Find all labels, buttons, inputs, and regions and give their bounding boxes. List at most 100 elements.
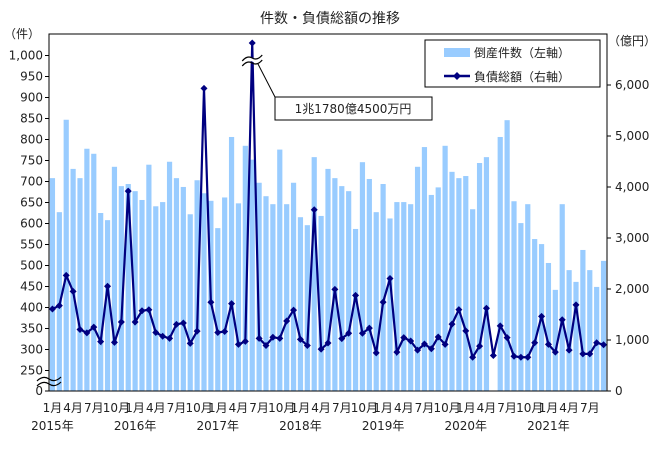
bar xyxy=(118,186,124,391)
bar xyxy=(401,202,407,391)
line-point xyxy=(476,342,484,350)
annotation-text: 1兆1780億4500万円 xyxy=(295,102,412,116)
chart-title: 件数・負債総額の推移 xyxy=(260,11,400,27)
line-point xyxy=(593,339,601,347)
bar xyxy=(559,204,565,391)
left-tick-label: 750 xyxy=(20,154,43,168)
x-year-label: 2020年 xyxy=(445,419,488,433)
line-point xyxy=(414,346,422,354)
bar xyxy=(408,204,414,391)
right-tick-label: 6,000 xyxy=(615,78,649,92)
bar xyxy=(366,178,372,391)
line-point xyxy=(166,334,174,342)
bar xyxy=(270,204,276,391)
bar xyxy=(476,163,483,391)
line-point xyxy=(152,329,160,337)
bar xyxy=(277,149,283,391)
bar xyxy=(228,136,235,391)
line-point xyxy=(193,327,201,335)
right-axis-unit: （億円） xyxy=(608,34,656,48)
annotation: 1兆1780億4500万円 xyxy=(257,63,433,121)
left-tick-label: 900 xyxy=(20,91,43,105)
bar xyxy=(511,201,517,391)
bar xyxy=(414,166,421,391)
x-month-label: 10月 xyxy=(268,401,295,415)
line-point xyxy=(365,324,373,332)
left-tick-label: 350 xyxy=(20,322,43,336)
line-point xyxy=(386,275,394,283)
axis-break-mark xyxy=(241,54,263,67)
x-month-label: 1月 xyxy=(125,401,145,415)
left-tick-label: 400 xyxy=(20,301,43,315)
left-tick-label: 450 xyxy=(20,280,43,294)
bar xyxy=(146,164,152,391)
line-point xyxy=(482,304,490,312)
line-point xyxy=(352,291,360,299)
x-month-label: 4月 xyxy=(477,401,497,415)
x-month-label: 1月 xyxy=(43,401,63,415)
left-tick-label: 700 xyxy=(20,175,43,189)
x-month-label: 7月 xyxy=(167,401,187,415)
x-month-label: 7月 xyxy=(249,401,269,415)
bar xyxy=(215,228,221,391)
bar xyxy=(249,159,255,391)
x-month-label: 1月 xyxy=(456,401,476,415)
bar xyxy=(132,191,138,391)
bar xyxy=(111,166,118,391)
line-point xyxy=(55,302,63,310)
bar xyxy=(428,194,434,391)
bar xyxy=(566,270,572,391)
bar xyxy=(449,171,455,391)
bar xyxy=(456,178,462,391)
line-point xyxy=(104,282,112,290)
line-point xyxy=(207,298,215,306)
line-point xyxy=(221,327,229,335)
bar xyxy=(242,145,248,391)
line-point xyxy=(558,316,566,324)
x-month-label: 10月 xyxy=(103,401,130,415)
line-point xyxy=(489,352,497,360)
line-point xyxy=(214,329,222,337)
line-point xyxy=(510,352,518,360)
bar xyxy=(359,162,366,391)
left-tick-label: 800 xyxy=(20,133,43,147)
bar xyxy=(532,239,538,391)
line-point xyxy=(69,287,77,295)
x-month-label: 10月 xyxy=(516,401,543,415)
bar xyxy=(373,212,379,391)
line-point xyxy=(276,334,284,342)
bar xyxy=(587,270,593,391)
line-point xyxy=(310,206,318,214)
left-tick-label: 950 xyxy=(20,70,43,84)
bar xyxy=(318,215,324,391)
bar xyxy=(552,289,558,391)
line-point xyxy=(524,353,532,361)
x-month-label: 7月 xyxy=(497,401,517,415)
bar xyxy=(256,182,262,391)
left-tick-label: 250 xyxy=(20,364,43,378)
line-point xyxy=(186,339,194,347)
bar xyxy=(339,186,345,391)
bar xyxy=(435,187,441,391)
line-point xyxy=(324,339,332,347)
bar xyxy=(166,161,173,391)
bar xyxy=(573,281,579,391)
x-month-label: 1月 xyxy=(208,401,228,415)
left-tick-label: 850 xyxy=(20,112,43,126)
x-month-label: 4月 xyxy=(394,401,414,415)
bar xyxy=(442,145,448,391)
annotation-leader xyxy=(257,63,276,98)
x-month-label: 7月 xyxy=(415,401,435,415)
bar xyxy=(235,203,242,391)
x-month-label: 4月 xyxy=(311,401,331,415)
line-point xyxy=(379,298,387,306)
bar xyxy=(194,180,200,391)
line-point xyxy=(117,318,125,326)
x-month-label: 10月 xyxy=(433,401,460,415)
right-tick-label: 4,000 xyxy=(615,180,649,194)
left-tick-label: 600 xyxy=(20,217,43,231)
bar xyxy=(77,178,83,391)
bar xyxy=(463,176,469,391)
